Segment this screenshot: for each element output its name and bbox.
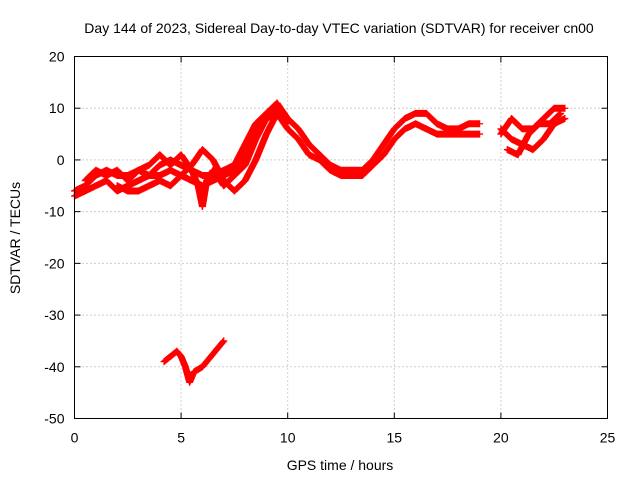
data-series [71,99,569,386]
x-tick-label: 10 [280,430,296,446]
y-tick-label: -30 [44,307,64,323]
track-2-markers [71,109,484,200]
x-tick-label: 5 [177,430,185,446]
y-tick-label: -50 [44,411,64,427]
track-8-markers [160,337,228,386]
x-tick-label: 0 [71,430,79,446]
grid [74,56,608,419]
x-tick-label: 15 [387,430,403,446]
y-tick-label: 20 [49,49,65,65]
x-axis-label: GPS time / hours [287,457,394,473]
track-4-markers [113,109,281,195]
x-tick-label: 25 [600,430,616,446]
plot-frame [74,56,608,419]
y-tick-label: 10 [49,100,65,116]
track-3-markers [81,104,292,210]
track-7-markers [503,109,565,159]
y-tick-label: -40 [44,359,64,375]
y-tick-label: -20 [44,255,64,271]
chart-title: Day 144 of 2023, Sidereal Day-to-day VTE… [84,20,594,36]
y-tick-label: -10 [44,204,64,220]
axis-ticks: 0 5 10 15 20 25 20 10 0 -10 -20 -30 -40 -50 [44,49,615,446]
y-tick-label: 0 [57,152,65,168]
x-tick-label: 20 [493,430,509,446]
y-axis-label: SDTVAR / TECUs [7,182,23,294]
